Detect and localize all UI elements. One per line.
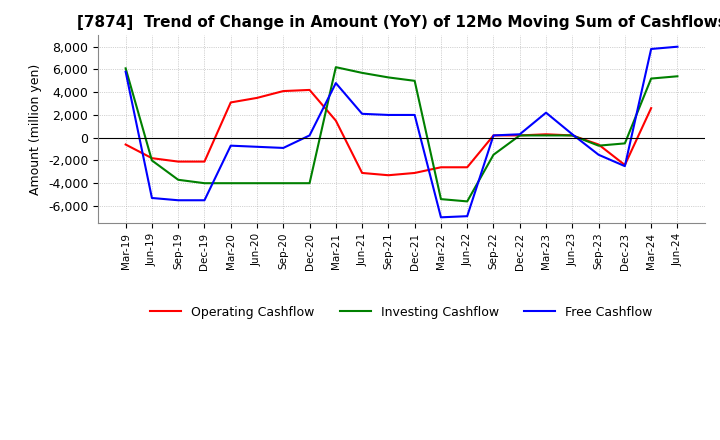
Investing Cashflow [410,78,419,84]
Free Cashflow [568,132,577,137]
Free Cashflow [436,215,445,220]
Free Cashflow [621,164,629,169]
Investing Cashflow [253,180,261,186]
Investing Cashflow [174,177,182,183]
Operating Cashflow [200,159,209,164]
Investing Cashflow [594,143,603,148]
Legend: Operating Cashflow, Investing Cashflow, Free Cashflow: Operating Cashflow, Investing Cashflow, … [145,301,658,323]
Investing Cashflow [673,73,682,79]
Free Cashflow [673,44,682,49]
Free Cashflow [489,133,498,138]
Free Cashflow [410,112,419,117]
Free Cashflow [594,152,603,158]
Free Cashflow [148,195,156,201]
Operating Cashflow [541,132,550,137]
Operating Cashflow [594,142,603,147]
Operating Cashflow [331,118,340,123]
Operating Cashflow [647,106,655,111]
Operating Cashflow [148,155,156,161]
Free Cashflow [122,69,130,74]
Free Cashflow [384,112,392,117]
Investing Cashflow [516,133,524,138]
Line: Operating Cashflow: Operating Cashflow [126,90,651,175]
Investing Cashflow [358,70,366,76]
Free Cashflow [253,144,261,150]
Operating Cashflow [305,87,314,92]
Operating Cashflow [516,133,524,138]
Operating Cashflow [226,100,235,105]
Operating Cashflow [122,142,130,147]
Free Cashflow [541,110,550,115]
Free Cashflow [174,198,182,203]
Investing Cashflow [279,180,287,186]
Free Cashflow [358,111,366,117]
Operating Cashflow [253,95,261,100]
Free Cashflow [463,213,472,219]
Free Cashflow [647,46,655,51]
Line: Investing Cashflow: Investing Cashflow [126,67,678,202]
Investing Cashflow [436,197,445,202]
Free Cashflow [305,133,314,138]
Title: [7874]  Trend of Change in Amount (YoY) of 12Mo Moving Sum of Cashflows: [7874] Trend of Change in Amount (YoY) o… [76,15,720,30]
Free Cashflow [516,132,524,137]
Investing Cashflow [568,133,577,138]
Investing Cashflow [200,180,209,186]
Investing Cashflow [621,141,629,146]
Operating Cashflow [436,165,445,170]
Operating Cashflow [279,88,287,94]
Free Cashflow [331,81,340,86]
Line: Free Cashflow: Free Cashflow [126,47,678,217]
Free Cashflow [226,143,235,148]
Operating Cashflow [358,170,366,176]
Y-axis label: Amount (million yen): Amount (million yen) [30,63,42,195]
Investing Cashflow [148,158,156,163]
Operating Cashflow [568,133,577,138]
Investing Cashflow [463,199,472,204]
Free Cashflow [200,198,209,203]
Investing Cashflow [541,133,550,138]
Operating Cashflow [174,159,182,164]
Operating Cashflow [489,133,498,138]
Investing Cashflow [122,66,130,71]
Investing Cashflow [384,75,392,80]
Investing Cashflow [489,152,498,158]
Operating Cashflow [410,170,419,176]
Investing Cashflow [305,180,314,186]
Free Cashflow [279,145,287,150]
Operating Cashflow [384,172,392,178]
Operating Cashflow [463,165,472,170]
Investing Cashflow [226,180,235,186]
Investing Cashflow [647,76,655,81]
Operating Cashflow [621,162,629,168]
Investing Cashflow [331,65,340,70]
